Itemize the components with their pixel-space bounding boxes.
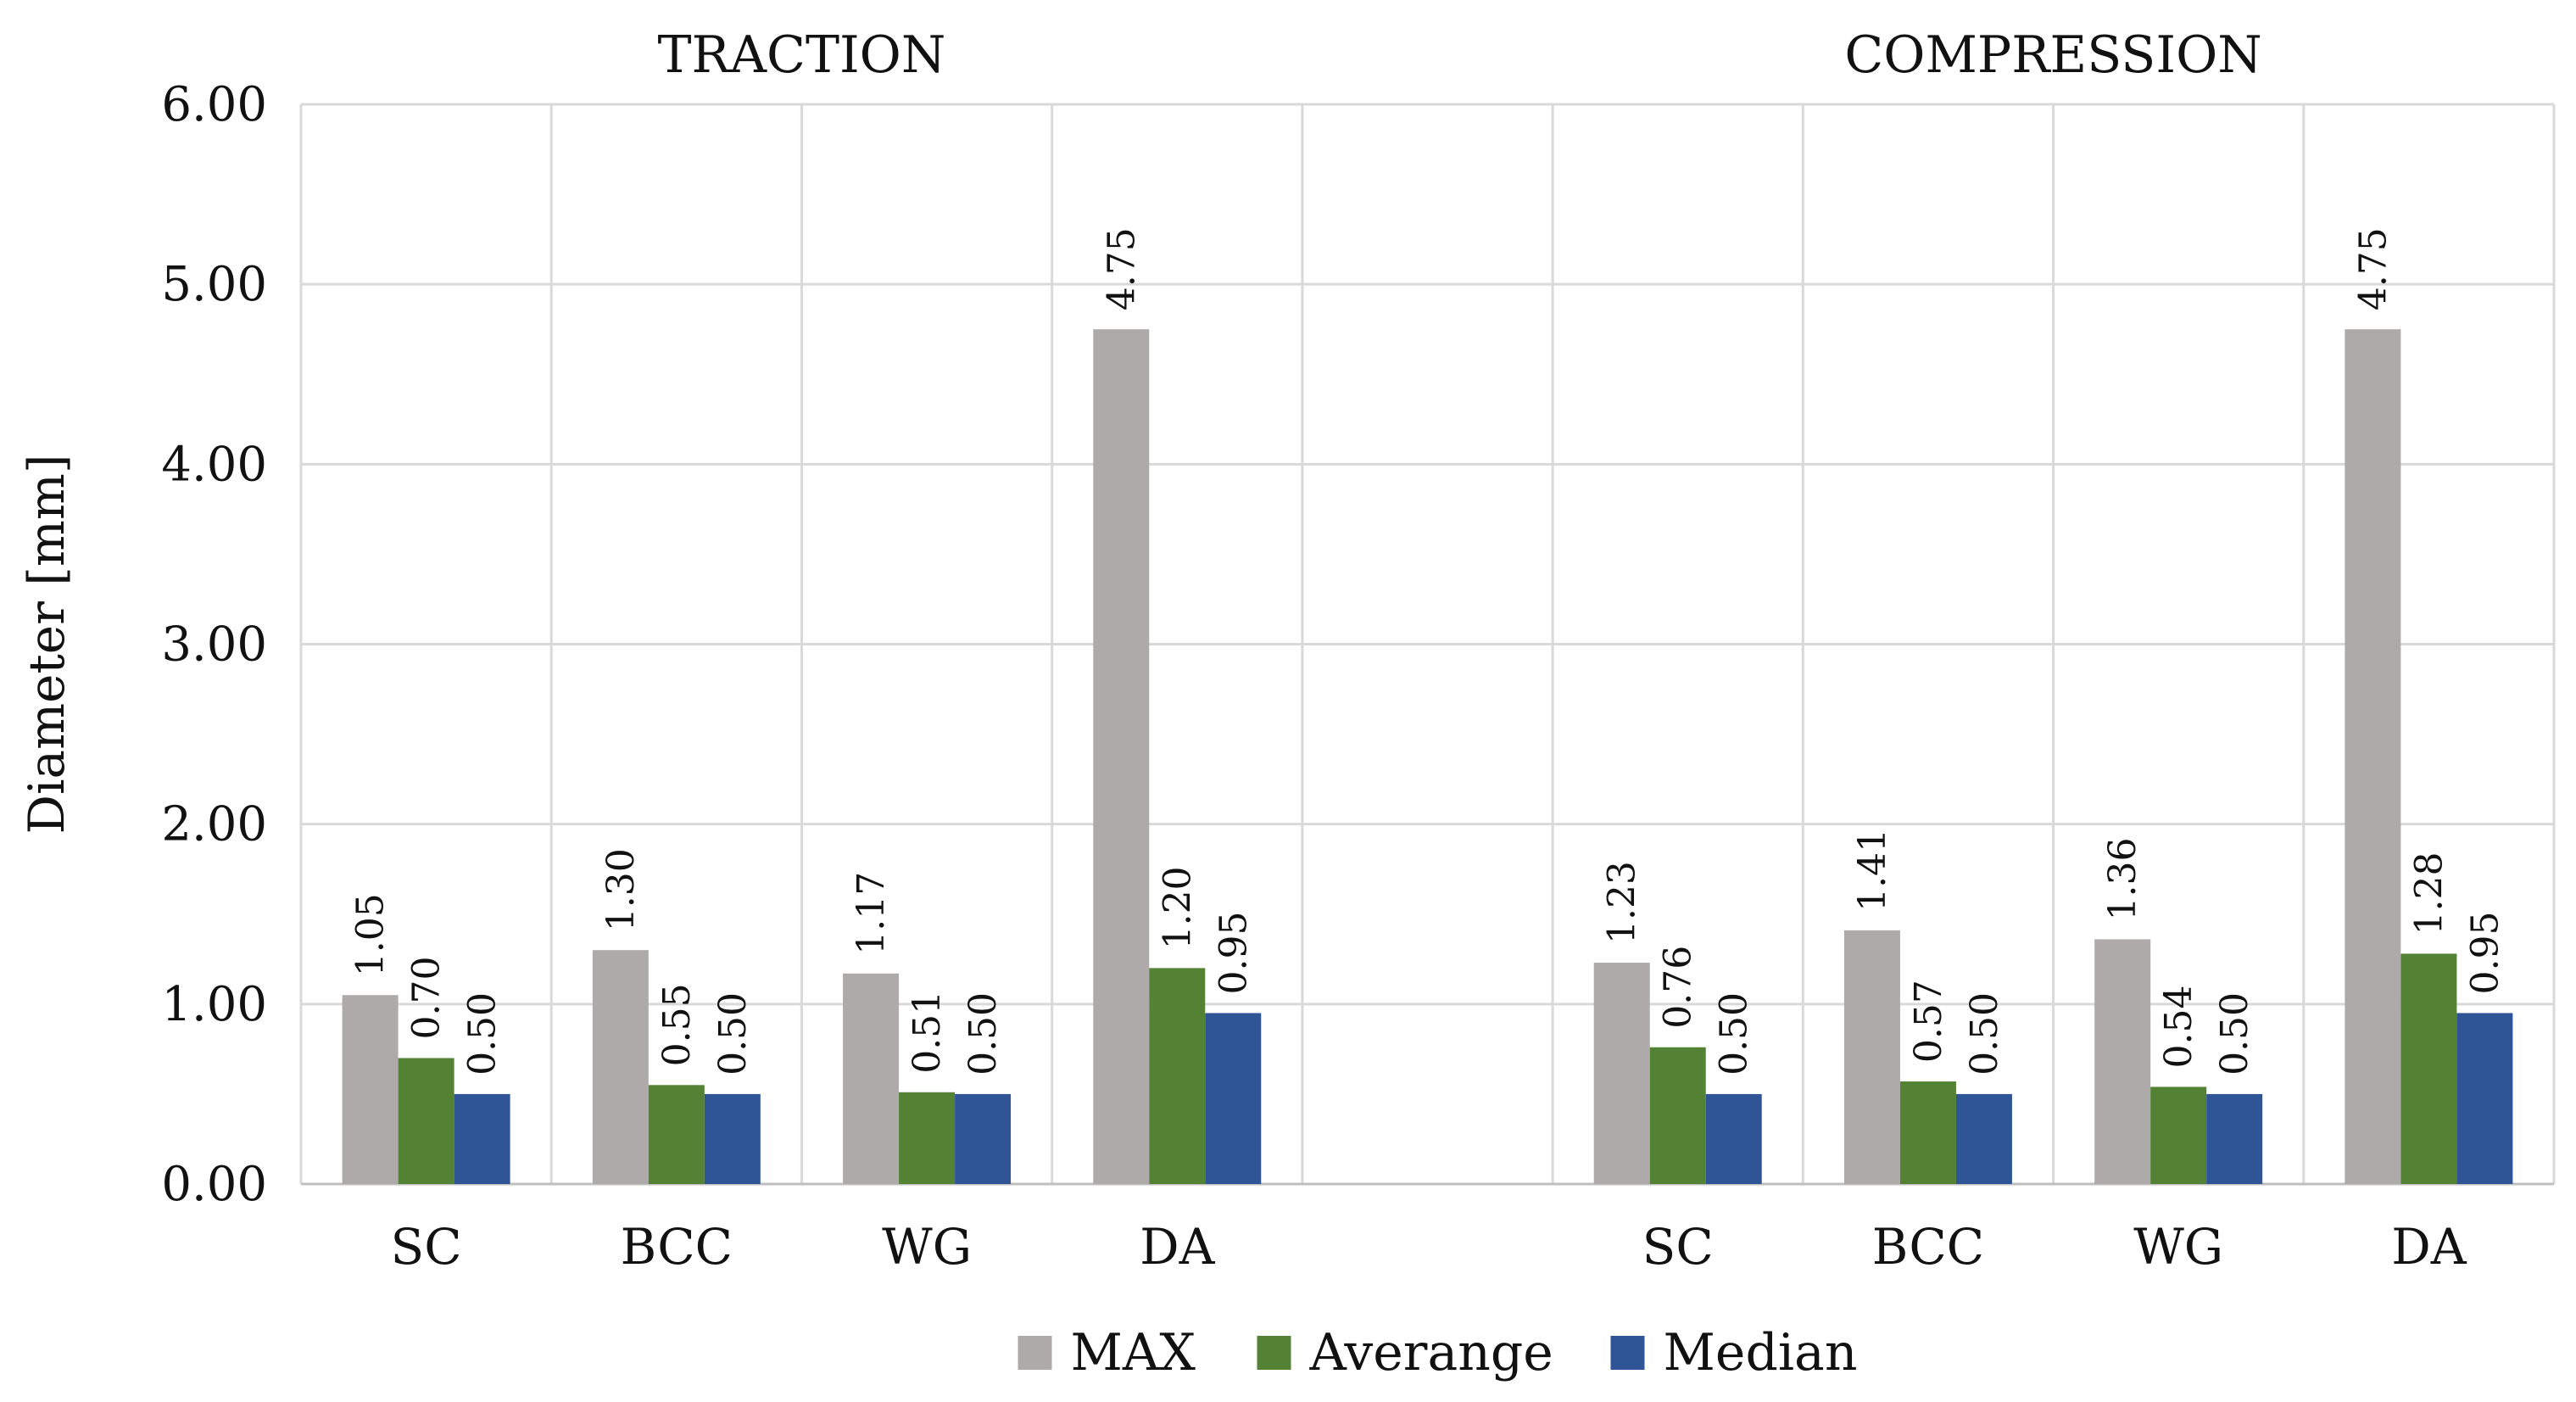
y-tick-label: 1.00	[161, 977, 267, 1032]
bar-traction-bcc-median	[704, 1093, 761, 1184]
y-tick-label: 4.00	[161, 437, 267, 492]
data-label: 4.75	[2351, 227, 2395, 310]
category-label-bcc: BCC	[621, 1218, 733, 1276]
bar-compression-da-averange	[2400, 953, 2457, 1184]
data-label: 1.30	[599, 848, 643, 931]
category-label-sc: SC	[391, 1218, 462, 1276]
y-tick-label: 0.00	[161, 1157, 267, 1212]
legend: MAX Averange Median	[1018, 1323, 1858, 1382]
data-label: 0.50	[1963, 992, 2006, 1075]
data-label: 0.51	[906, 991, 949, 1074]
bar-compression-wg-median	[2206, 1093, 2263, 1184]
legend-label-averange: Averange	[1309, 1323, 1553, 1382]
bar-compression-bcc-max	[1843, 930, 1900, 1184]
category-label-bcc: BCC	[1872, 1218, 1984, 1276]
bar-traction-wg-averange	[899, 1092, 956, 1184]
legend-swatch-median	[1610, 1336, 1645, 1370]
category-label-wg: WG	[2133, 1218, 2223, 1276]
data-label: 0.50	[461, 992, 505, 1075]
bar-traction-bcc-max	[592, 950, 649, 1184]
data-label: 1.23	[1601, 861, 1644, 944]
bar-traction-da-max	[1093, 329, 1150, 1184]
bar-compression-wg-averange	[2150, 1086, 2207, 1184]
bar-traction-da-median	[1205, 1013, 1262, 1184]
bar-traction-sc-averange	[398, 1058, 454, 1184]
bar-traction-bcc-averange	[648, 1085, 705, 1184]
category-label-wg: WG	[882, 1218, 972, 1276]
y-axis-title: Diameter [mm]	[18, 455, 75, 835]
bar-compression-sc-median	[1705, 1093, 1762, 1184]
bar-compression-da-max	[2345, 329, 2401, 1184]
data-label: 0.76	[1657, 946, 1700, 1029]
data-label: 0.57	[1907, 980, 1950, 1063]
legend-label-max: MAX	[1071, 1323, 1196, 1382]
y-tick-label: 2.00	[161, 797, 267, 852]
bar-traction-wg-max	[843, 973, 900, 1184]
y-tick-label: 5.00	[161, 257, 267, 312]
y-tick-label: 6.00	[161, 77, 267, 132]
bar-traction-da-averange	[1149, 968, 1206, 1184]
data-label: 1.17	[850, 872, 893, 955]
legend-swatch-max	[1018, 1336, 1052, 1370]
data-label: 1.41	[1851, 829, 1894, 912]
category-label-da: DA	[1140, 1218, 1216, 1276]
data-label: 0.50	[711, 992, 755, 1075]
data-label: 0.50	[962, 992, 1005, 1075]
bars	[342, 329, 2513, 1184]
bar-compression-sc-max	[1593, 963, 1650, 1184]
data-label: 0.54	[2157, 985, 2200, 1068]
data-label: 1.36	[2101, 837, 2144, 920]
bar-compression-sc-averange	[1649, 1047, 1706, 1184]
gridlines	[299, 103, 2556, 1186]
data-label: 0.50	[1713, 992, 1756, 1075]
bar-compression-wg-max	[2094, 939, 2151, 1184]
bar-compression-da-median	[2456, 1013, 2513, 1184]
bar-traction-wg-median	[955, 1093, 1012, 1184]
bar-compression-bcc-averange	[1899, 1081, 1956, 1184]
data-label: 4.75	[1100, 227, 1143, 310]
category-label-sc: SC	[1642, 1218, 1714, 1276]
group-title-compression: COMPRESSION	[1844, 25, 2261, 85]
data-label: 0.95	[1212, 911, 1255, 994]
y-tick-label: 3.00	[161, 617, 267, 673]
data-label: 0.95	[2463, 911, 2506, 994]
data-label: 0.70	[405, 957, 449, 1040]
data-label: 0.50	[2213, 992, 2256, 1075]
data-label: 1.05	[349, 893, 393, 976]
data-label: 1.28	[2407, 852, 2451, 935]
legend-label-median: Median	[1664, 1323, 1858, 1382]
labels: 0.00 1.00 2.00 3.00 4.00 5.00 6.00 TRACTION SC 1.…	[18, 25, 2506, 1276]
bar-compression-bcc-median	[1955, 1093, 2012, 1184]
bar-traction-sc-max	[342, 995, 399, 1184]
data-label: 1.20	[1156, 866, 1199, 949]
group-title-traction: TRACTION	[658, 25, 946, 85]
category-label-da: DA	[2391, 1218, 2467, 1276]
data-label: 0.55	[655, 983, 699, 1066]
legend-swatch-averange	[1257, 1336, 1291, 1370]
bar-traction-sc-median	[454, 1093, 510, 1184]
